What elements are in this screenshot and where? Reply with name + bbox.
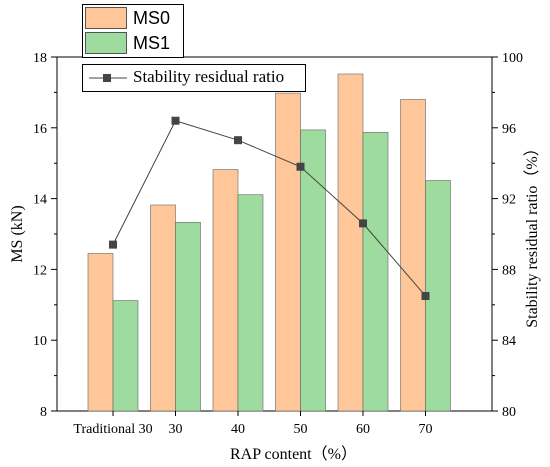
- legend-swatch-ms1: [85, 32, 127, 54]
- bar-ms0-4: [337, 73, 364, 412]
- y-right-tick-label: 80: [502, 405, 516, 420]
- bar-ms0-2: [212, 169, 239, 412]
- bar-ms0-3: [275, 92, 301, 412]
- line-point-3: [296, 162, 305, 171]
- y-right-tick-label: 84: [502, 334, 516, 349]
- x-tick-label: Traditional 30: [73, 422, 152, 437]
- y-left-tick-label: 8: [40, 405, 47, 420]
- bar-ms0-0: [87, 253, 114, 412]
- legend-item-ms1: MS1: [85, 32, 170, 54]
- y-right-tick-label: 92: [502, 193, 516, 208]
- legend-line-symbol: [89, 74, 127, 82]
- line-point-0: [109, 240, 117, 249]
- y-right-tick-label: 88: [502, 263, 516, 278]
- legend-label-ms0: MS0: [133, 7, 171, 28]
- line-point-1: [171, 116, 180, 125]
- bar-ms0-5: [400, 99, 426, 412]
- line-point-5: [421, 291, 430, 300]
- x-tick-label: 50: [294, 422, 308, 437]
- y-right-tick-label: 96: [502, 122, 516, 137]
- y-left-tick-label: 16: [33, 122, 47, 137]
- x-tick-label: 30: [169, 422, 183, 437]
- x-tick-label: 60: [356, 422, 370, 437]
- y-axis-title-right: Stability residual ratio（%）: [524, 140, 541, 328]
- bar-ms1-4: [362, 132, 389, 412]
- y-axis-title-left: MS (kN): [9, 205, 26, 263]
- line-point-2: [234, 136, 242, 145]
- legend-label-ratio: Stability residual ratio: [133, 67, 285, 86]
- line-series-ratio: [112, 120, 426, 297]
- y-left-tick-label: 14: [33, 193, 47, 208]
- legend-bars: MS0 MS1: [82, 4, 184, 58]
- y-right-tick-label: 100: [502, 51, 523, 66]
- y-left-tick-label: 10: [33, 334, 47, 349]
- bar-ms1-0: [112, 300, 139, 412]
- bar-ms1-3: [300, 129, 326, 412]
- bar-ms1-5: [425, 180, 451, 412]
- y-left-tick-label: 12: [33, 263, 47, 278]
- x-axis-title: RAP content（%）: [230, 446, 357, 463]
- legend-label-ms1: MS1: [133, 32, 171, 53]
- y-left-tick-label: 18: [33, 51, 47, 66]
- bar-ms1-1: [175, 222, 201, 412]
- bar-ms0-1: [150, 204, 176, 412]
- legend-swatch-ms0: [85, 7, 127, 29]
- line-point-4: [359, 219, 367, 228]
- bar-ms1-2: [237, 194, 264, 412]
- x-tick-label: 70: [419, 422, 433, 437]
- legend-item-ms0: MS0: [85, 7, 170, 29]
- legend-line: Stability residual ratio: [82, 64, 306, 92]
- x-tick-label: 40: [231, 422, 245, 437]
